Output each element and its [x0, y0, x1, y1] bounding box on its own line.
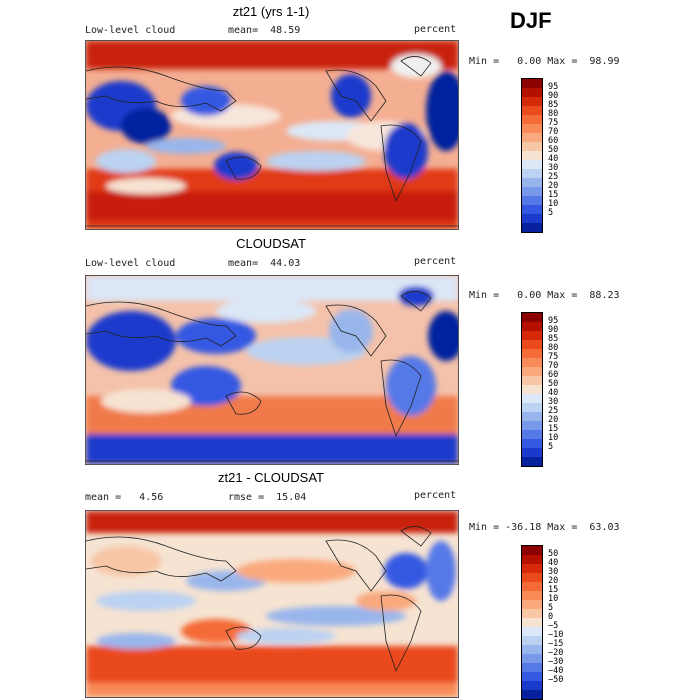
panel-2-left-label: Low-level cloud	[85, 258, 176, 269]
colorbar-tick: 75	[548, 352, 559, 362]
colorbar-tick: 50	[548, 145, 559, 155]
colorbar-tick: 80	[548, 343, 559, 353]
colorbar-tick: −30	[548, 657, 564, 667]
colorbar-tick: −20	[548, 648, 564, 658]
colorbar-tick: 20	[548, 181, 559, 191]
colorbar-tick: 50	[548, 549, 559, 559]
panel-2-minmax: Min = 0.00 Max = 88.23	[469, 290, 620, 301]
colorbar-tick: 40	[548, 154, 559, 164]
colorbar-tick: 20	[548, 415, 559, 425]
colorbar-tick: 60	[548, 370, 559, 380]
colorbar-tick: −40	[548, 666, 564, 676]
colorbar-tick: 10	[548, 433, 559, 443]
panel-2-colorbar-ticks: 95 90 85 80 75 70 60 50 40 30 25 20 15 1…	[548, 317, 558, 452]
colorbar-tick: 0	[548, 612, 554, 622]
panel-1-colorbar-ticks: 95 90 85 80 75 70 60 50 40 30 25 20 15 1…	[548, 83, 558, 218]
panel-3-units: percent	[414, 490, 457, 501]
colorbar-tick: 95	[548, 82, 559, 92]
colorbar-tick: −5	[548, 621, 559, 631]
panel-1-left-label: Low-level cloud	[85, 25, 176, 36]
panel-1-units: percent	[414, 24, 457, 35]
colorbar-tick: 5	[548, 603, 554, 613]
panel-1-map-svg	[86, 41, 458, 229]
panel-2-title: CLOUDSAT	[236, 236, 306, 251]
colorbar-tick: −50	[548, 675, 564, 685]
panel-3-title: zt21 - CLOUDSAT	[218, 470, 324, 485]
colorbar-tick: −15	[548, 639, 564, 649]
colorbar-tick: 70	[548, 361, 559, 371]
colorbar-tick: 5	[548, 442, 554, 452]
colorbar-tick: 95	[548, 316, 559, 326]
panel-3-map	[85, 510, 459, 698]
colorbar-tick: 40	[548, 558, 559, 568]
panel-1-mean: mean= 48.59	[228, 25, 301, 36]
colorbar-tick: 25	[548, 406, 559, 416]
colorbar-tick: 70	[548, 127, 559, 137]
colorbar-tick: 15	[548, 585, 559, 595]
colorbar-tick: 90	[548, 91, 559, 101]
colorbar-tick: 10	[548, 199, 559, 209]
panel-3-colorbar	[521, 545, 543, 700]
colorbar-tick: 30	[548, 567, 559, 577]
panel-3-rmse: rmse = 15.04	[228, 492, 307, 503]
colorbar-tick: 80	[548, 109, 559, 119]
colorbar-tick: 20	[548, 576, 559, 586]
season-label: DJF	[510, 8, 552, 33]
panel-1-minmax: Min = 0.00 Max = 98.99	[469, 56, 620, 67]
panel-3-mean: mean = 4.56	[85, 492, 164, 503]
colorbar-tick: 10	[548, 594, 559, 604]
panel-1-title: zt21 (yrs 1-1)	[232, 4, 310, 19]
panel-3-map-svg	[86, 511, 458, 697]
colorbar-tick: 85	[548, 334, 559, 344]
panel-2-map	[85, 275, 459, 465]
panel-1-colorbar	[521, 78, 543, 233]
panel-2-map-svg	[86, 276, 458, 464]
colorbar-tick: 30	[548, 163, 559, 173]
colorbar-tick: 90	[548, 325, 559, 335]
panel-2-units: percent	[414, 256, 457, 267]
colorbar-tick: 60	[548, 136, 559, 146]
panel-2-colorbar	[521, 312, 543, 467]
colorbar-tick: 40	[548, 388, 559, 398]
panel-3-minmax: Min = -36.18 Max = 63.03	[469, 522, 620, 533]
panel-1-map	[85, 40, 459, 230]
colorbar-tick: 85	[548, 100, 559, 110]
panel-3-colorbar-ticks: 50 40 30 20 15 10 5 0 −5 −10 −15 −20 −30…	[548, 550, 563, 685]
colorbar-tick: 25	[548, 172, 559, 182]
colorbar-tick: 75	[548, 118, 559, 128]
colorbar-tick: 5	[548, 208, 554, 218]
colorbar-tick: 15	[548, 190, 559, 200]
colorbar-tick: −10	[548, 630, 564, 640]
panel-2-mean: mean= 44.03	[228, 258, 301, 269]
colorbar-tick: 50	[548, 379, 559, 389]
colorbar-tick: 30	[548, 397, 559, 407]
colorbar-tick: 15	[548, 424, 559, 434]
